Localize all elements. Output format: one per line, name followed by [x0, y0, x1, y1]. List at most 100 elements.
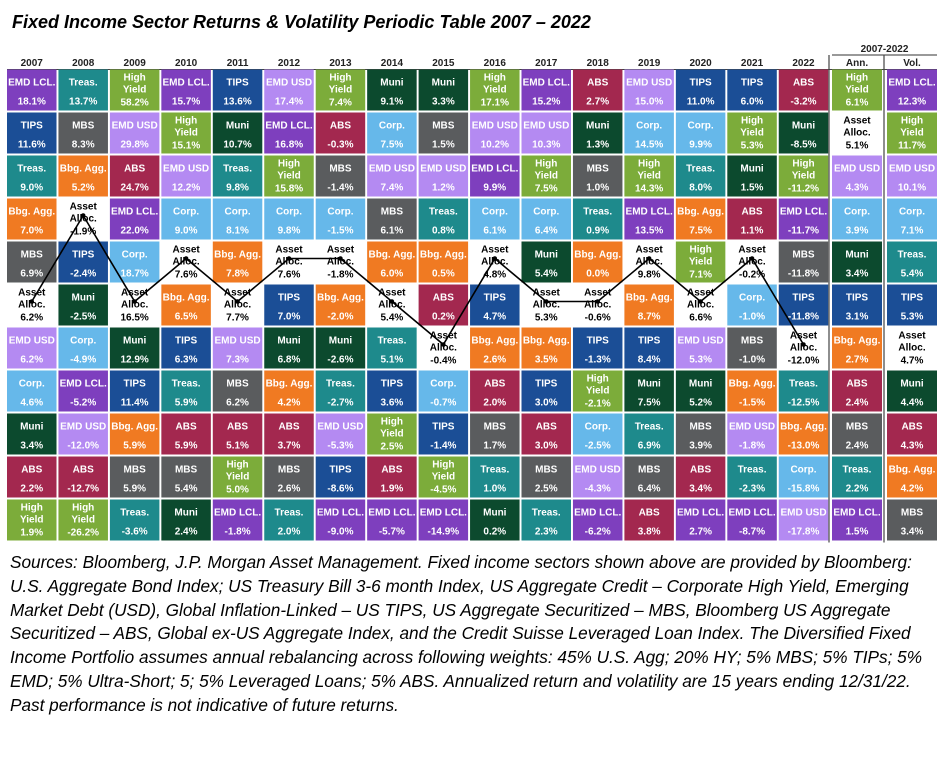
cell-background [887, 155, 937, 197]
return-value: 5.4% [535, 269, 558, 280]
cell-ann-bbg-agg: Bbg. Agg. 2.7% [832, 327, 882, 369]
cell-2011-emd-lcl: EMD LCL. -1.8% [212, 499, 263, 541]
cell-background [624, 499, 674, 541]
sector-label: Corp. [585, 422, 611, 433]
return-value: -17.8% [788, 527, 820, 538]
sector-label: Treas. [429, 207, 458, 218]
cell-2012-corp: Corp. 9.8% [264, 198, 314, 240]
cell-background [778, 69, 829, 111]
cell-2022-bbg-agg: Bbg. Agg. -13.0% [778, 413, 829, 455]
cell-ann-mbs: MBS 2.4% [832, 413, 882, 455]
cell-ann-abs: ABS 2.4% [832, 370, 882, 412]
asset-alloc-point-2012 [286, 256, 292, 261]
return-value: -1.4% [430, 441, 456, 452]
sector-label: Corp. [790, 465, 816, 476]
sector-label: Yield [20, 515, 44, 526]
sector-label: Muni [792, 121, 816, 132]
cell-background [727, 499, 777, 541]
cell-background [264, 241, 314, 283]
return-value: 3.1% [846, 312, 869, 323]
cell-2020-bbg-agg: Bbg. Agg. 7.5% [675, 198, 726, 240]
cell-background [470, 327, 520, 369]
cell-background [470, 413, 520, 455]
cell-2015-emd-usd: EMD USD 1.2% [418, 155, 469, 197]
return-value: 5.4% [901, 269, 924, 280]
sector-label: TIPS [846, 293, 869, 304]
cell-background [212, 499, 263, 541]
cell-background [212, 155, 263, 197]
return-value: 7.4% [381, 183, 404, 194]
cell-background [161, 198, 211, 240]
sector-label: Treas. [480, 465, 509, 476]
return-value: 0.0% [586, 269, 609, 280]
return-value: -12.0% [67, 441, 99, 452]
asset-alloc-point-2022 [801, 342, 806, 347]
cell-2021-abs: ABS 1.1% [727, 198, 777, 240]
cell-background [778, 456, 829, 498]
cell-background [418, 155, 469, 197]
cell-background [58, 112, 108, 154]
return-value: 4.8% [483, 270, 506, 281]
cell-background [109, 241, 160, 283]
cell-background [675, 327, 726, 369]
return-value: 5.4% [175, 484, 198, 495]
return-value: -1.5% [739, 398, 765, 409]
cell-background [572, 499, 623, 541]
cell-2009-corp: Corp. 18.7% [109, 241, 160, 283]
sector-label: EMD USD [834, 164, 880, 175]
cell-background [315, 155, 366, 197]
return-value: 7.5% [381, 140, 404, 151]
sector-label: EMD LCL. [368, 508, 415, 519]
cell-background [58, 69, 108, 111]
return-value: 7.5% [535, 184, 558, 195]
cell-2012-treas: Treas. 2.0% [264, 499, 314, 541]
sector-label: Muni [535, 250, 559, 261]
cell-ann-emd-usd: EMD USD 4.3% [832, 155, 882, 197]
return-value: 6.6% [689, 313, 712, 324]
cell-2010-emd-lcl: EMD LCL. 15.7% [161, 69, 211, 111]
cell-background [58, 413, 108, 455]
sector-label: Asset [636, 245, 664, 256]
cell-2014-treas: Treas. 5.1% [367, 327, 417, 369]
sector-label: Asset [898, 331, 926, 342]
sector-label: EMD USD [780, 508, 826, 519]
sector-label: Bbg. Agg. [729, 379, 776, 390]
sector-label: Muni [72, 293, 96, 304]
return-value: -14.9% [428, 527, 460, 538]
return-value: -5.3% [327, 441, 353, 452]
sector-label: MBS [21, 250, 44, 261]
sector-label: MBS [175, 465, 198, 476]
sector-label: Treas. [326, 379, 355, 390]
sector-label: EMD USD [369, 164, 415, 175]
sector-label: Yield [329, 85, 353, 96]
return-value: 1.1% [741, 226, 764, 237]
cell-2016-corp: Corp. 6.1% [470, 198, 520, 240]
sector-label: EMD LCL. [728, 508, 775, 519]
cell-2019-tips: TIPS 8.4% [624, 327, 674, 369]
return-value: 6.1% [483, 226, 506, 237]
sector-label: MBS [792, 250, 815, 261]
sector-label: TIPS [484, 293, 507, 304]
return-value: 0.9% [586, 226, 609, 237]
cell-2010-mbs: MBS 5.4% [161, 456, 211, 498]
cell-background [624, 327, 674, 369]
cell-vol-abs: ABS 4.3% [887, 413, 937, 455]
sector-label: Bbg. Agg. [420, 250, 467, 261]
sector-label: Asset [378, 288, 406, 299]
return-value: 10.1% [898, 183, 926, 194]
cell-2014-bbg-agg: Bbg. Agg. 6.0% [367, 241, 417, 283]
sector-label: Asset [430, 331, 458, 342]
cell-background [675, 155, 726, 197]
cell-background [521, 456, 571, 498]
asset-alloc-point-2014 [389, 299, 395, 304]
cell-background [727, 327, 777, 369]
cell-2011-tips: TIPS 13.6% [212, 69, 263, 111]
sector-label: Bbg. Agg. [60, 164, 107, 175]
return-value: 5.3% [901, 312, 924, 323]
cell-2015-abs: ABS 0.2% [418, 284, 469, 326]
